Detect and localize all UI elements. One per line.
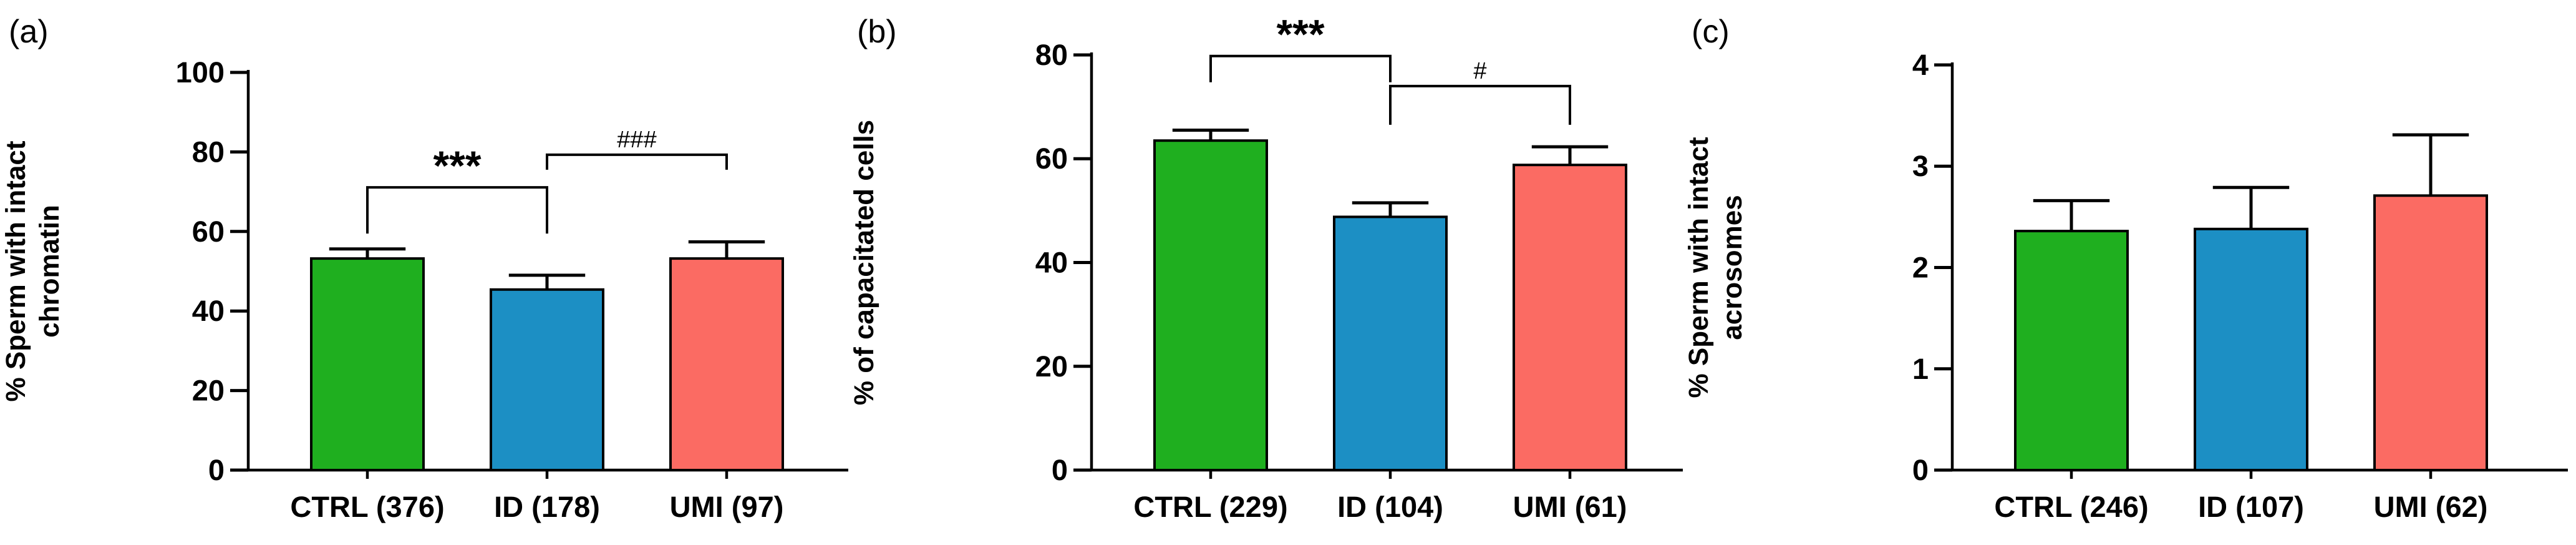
svg-text:CTRL (229): CTRL (229) [1133,490,1287,523]
svg-text:20: 20 [1035,350,1068,383]
svg-text:chromatin: chromatin [34,205,65,338]
svg-text:ID (107): ID (107) [2198,490,2304,523]
svg-text:40: 40 [1035,246,1068,279]
svg-text:% Sperm with intact: % Sperm with intact [1683,137,1714,398]
svg-text:UMI (62): UMI (62) [2374,490,2488,523]
svg-text:CTRL (246): CTRL (246) [1994,490,2148,523]
svg-text:1: 1 [1912,352,1929,385]
svg-text:#: # [1473,58,1486,84]
svg-text:3: 3 [1912,149,1929,182]
svg-text:CTRL (376): CTRL (376) [290,490,444,523]
svg-text:ID (104): ID (104) [1337,490,1443,523]
svg-text:4: 4 [1912,48,1929,81]
svg-text:% Sperm with intact: % Sperm with intact [1,140,31,401]
svg-text:(a): (a) [9,14,49,50]
svg-text:***: *** [433,142,481,189]
svg-text:100: 100 [176,56,225,89]
svg-text:0: 0 [1052,453,1068,486]
svg-text:80: 80 [192,135,225,168]
svg-text:ID (178): ID (178) [494,490,600,523]
svg-text:% of capacitated cells: % of capacitated cells [849,120,879,405]
svg-text:2: 2 [1912,251,1929,284]
svg-text:(b): (b) [857,14,897,50]
svg-text:40: 40 [192,294,225,327]
svg-text:60: 60 [192,215,225,248]
svg-text:###: ### [617,127,656,153]
svg-text:0: 0 [208,453,225,486]
svg-text:(c): (c) [1692,14,1730,50]
svg-text:UMI (61): UMI (61) [1513,490,1627,523]
svg-text:20: 20 [192,374,225,407]
svg-text:***: *** [1276,11,1324,57]
svg-text:acrosomes: acrosomes [1717,195,1748,340]
svg-text:UMI (97): UMI (97) [670,490,784,523]
svg-text:80: 80 [1035,38,1068,71]
svg-text:60: 60 [1035,142,1068,175]
svg-text:0: 0 [1912,453,1929,486]
